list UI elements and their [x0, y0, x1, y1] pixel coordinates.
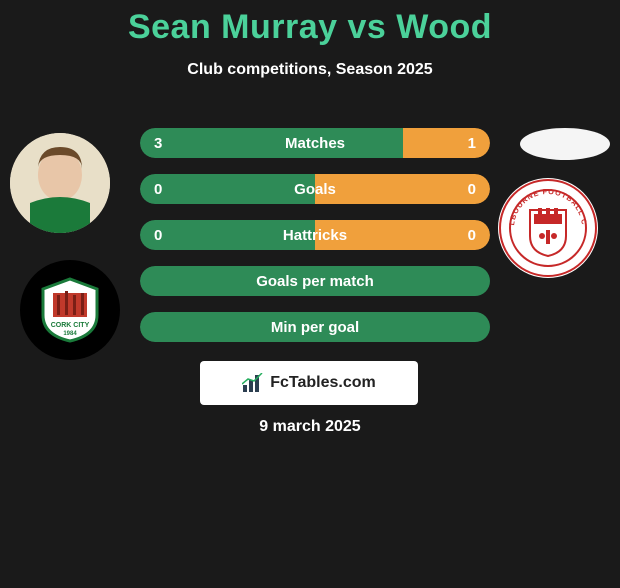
svg-text:1984: 1984 [63, 331, 77, 337]
cork-city-crest-icon: CORK CITY 1984 [35, 275, 105, 345]
stat-row: 31Matches [140, 128, 490, 158]
bars-icon [242, 373, 264, 393]
player-silhouette-icon [10, 133, 110, 233]
club-badge-left: CORK CITY 1984 [20, 260, 120, 360]
club-badge-right: SHELBOURNE FOOTBALL CLUB [498, 178, 598, 278]
stat-label: Goals [140, 181, 490, 198]
stats-area: 31Matches 00Goals 00Hattricks Goals per mat… [140, 128, 490, 358]
stat-row: 00Goals [140, 174, 490, 204]
date-text: 9 march 2025 [0, 418, 620, 436]
page-title: Sean Murray vs Wood [0, 8, 620, 47]
subtitle: Club competitions, Season 2025 [0, 61, 620, 79]
stat-row: 00Hattricks [140, 220, 490, 250]
brand-text: FcTables.com [270, 374, 376, 392]
stat-label: Min per goal [140, 319, 490, 336]
player-avatar-right [520, 128, 610, 160]
svg-text:CORK CITY: CORK CITY [51, 322, 90, 329]
shelbourne-crest-icon: SHELBOURNE FOOTBALL CLUB [498, 178, 598, 278]
player-avatar-left [10, 133, 110, 233]
stat-row: Goals per match [140, 266, 490, 296]
stat-label: Hattricks [140, 227, 490, 244]
stat-label: Goals per match [140, 273, 490, 290]
stat-label: Matches [140, 135, 490, 152]
brand-box: FcTables.com [200, 361, 418, 405]
stat-row: Min per goal [140, 312, 490, 342]
